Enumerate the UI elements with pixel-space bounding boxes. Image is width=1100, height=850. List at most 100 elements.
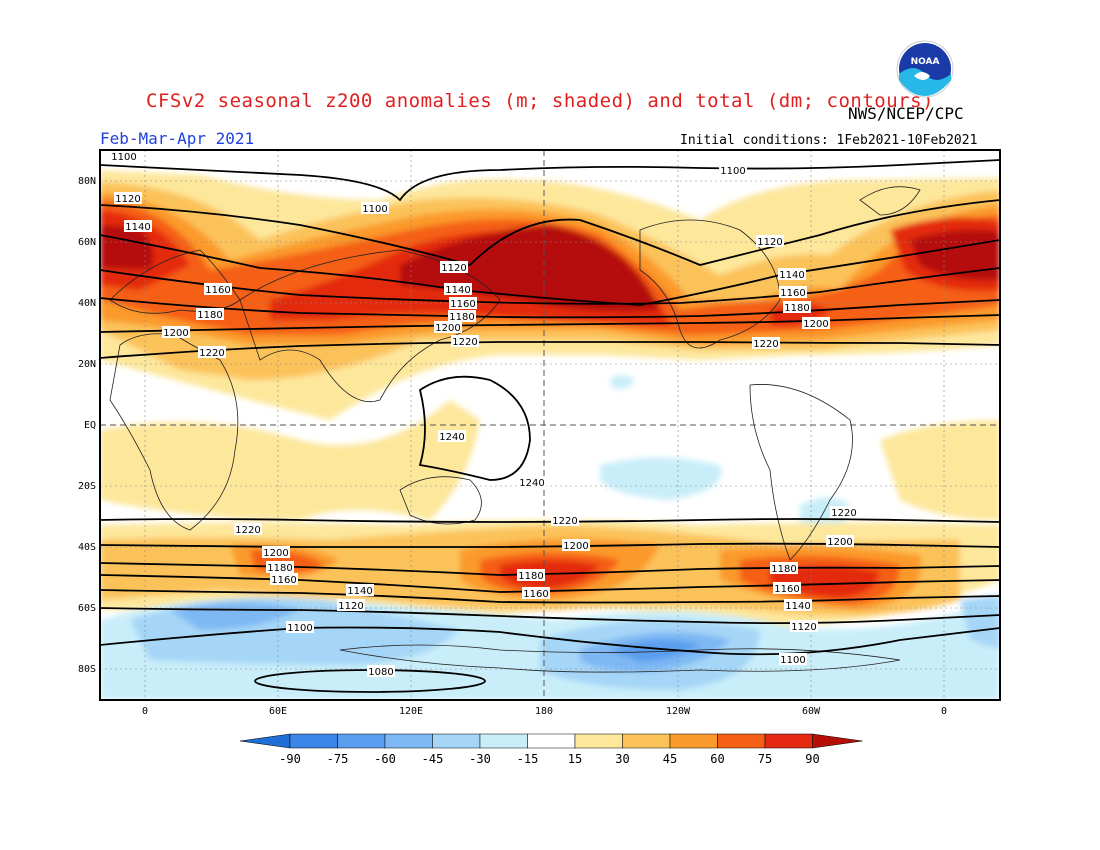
contour-label: 1220: [234, 523, 262, 536]
svg-text:1120: 1120: [441, 263, 466, 274]
colorbar: [239, 733, 863, 749]
colorbar-tick-label: -30: [469, 752, 491, 766]
colorbar-swatch: [337, 733, 386, 749]
colorbar-swatch: [622, 733, 671, 749]
season-label: Feb-Mar-Apr 2021: [100, 129, 255, 148]
svg-text:1100: 1100: [780, 655, 805, 666]
chart-title: CFSv2 seasonal z200 anomalies (m; shaded…: [146, 90, 934, 112]
contour-label: 1180: [196, 308, 224, 321]
contour-label: 1120: [790, 620, 818, 633]
contour-1200-north: [100, 314, 1000, 333]
svg-text:NOAA: NOAA: [911, 57, 940, 67]
contour-1160-north: [100, 267, 1000, 305]
contour-label: 1120: [114, 192, 142, 205]
svg-text:1140: 1140: [779, 270, 804, 281]
initial-conditions-label: Initial conditions: 1Feb2021-10Feb2021: [680, 133, 978, 148]
colorbar-tick-label: 60: [710, 752, 725, 766]
svg-text:1240: 1240: [519, 478, 544, 489]
svg-text:1180: 1180: [771, 564, 796, 575]
contour-label: 1120: [756, 235, 784, 248]
lon-label: 0: [940, 706, 948, 717]
lat-label: 20N: [77, 359, 96, 370]
map-frame: [99, 149, 1001, 701]
colorbar-swatch: [574, 733, 623, 749]
svg-text:1140: 1140: [445, 285, 470, 296]
colorbar-swatch: [289, 733, 338, 749]
contour-label: 1180: [517, 569, 545, 582]
contour-label: 1160: [522, 587, 550, 600]
contour-1120-north: [100, 199, 1000, 267]
contour-label: 1240: [518, 476, 546, 489]
contour-label: 1220: [830, 506, 858, 519]
contour-label: 1120: [337, 599, 365, 612]
svg-text:1200: 1200: [827, 537, 852, 548]
contour-label: 1240: [438, 430, 466, 443]
svg-text:1160: 1160: [774, 584, 799, 595]
colorbar-swatch: [432, 733, 481, 749]
contour-label: 1140: [784, 599, 812, 612]
contour-label: 1160: [449, 297, 477, 310]
svg-text:1220: 1220: [552, 516, 577, 527]
svg-text:1160: 1160: [523, 589, 548, 600]
contour-label: 1140: [124, 220, 152, 233]
colorbar-swatch: [717, 733, 766, 749]
svg-text:1200: 1200: [435, 323, 460, 334]
svg-text:1120: 1120: [338, 601, 363, 612]
contour-label-layer: 1100110011001120114011601180120012201120…: [110, 150, 858, 678]
contour-label: 1100: [286, 621, 314, 634]
contour-label: 1200: [162, 326, 190, 339]
colorbar-tick-label: 75: [757, 752, 773, 766]
contour-1220-south: [100, 518, 1000, 523]
svg-text:1200: 1200: [803, 319, 828, 330]
lat-label: EQ: [83, 420, 96, 431]
svg-text:1240: 1240: [439, 432, 464, 443]
contour-label: 1180: [448, 310, 476, 323]
contour-label: 1200: [434, 321, 462, 334]
contour-label: 1220: [551, 514, 579, 527]
svg-text:1200: 1200: [163, 328, 188, 339]
svg-text:1160: 1160: [205, 285, 230, 296]
contour-label: 1140: [778, 268, 806, 281]
svg-text:1220: 1220: [199, 348, 224, 359]
svg-text:1220: 1220: [753, 339, 778, 350]
contour-label: 1100: [110, 150, 138, 163]
svg-text:1160: 1160: [780, 288, 805, 299]
contour-label: 1200: [562, 539, 590, 552]
svg-text:1200: 1200: [263, 548, 288, 559]
svg-text:1180: 1180: [449, 312, 474, 323]
lat-label: 40N: [77, 298, 96, 309]
colorbar-swatch: [669, 733, 718, 749]
lon-label: 180: [534, 706, 554, 717]
noaa-logo-icon: NOAA: [896, 40, 954, 98]
colorbar-tick-label: -90: [279, 752, 301, 766]
lat-label: 40S: [77, 542, 96, 553]
lat-label: 60N: [77, 237, 96, 248]
contour-label: 1100: [361, 202, 389, 215]
colorbar-tick-label: 30: [615, 752, 630, 766]
colorbar-swatch: [479, 733, 528, 749]
colorbar-tick-label: -75: [326, 752, 349, 766]
contour-label: 1100: [779, 653, 807, 666]
contour-1120-south: [100, 607, 1000, 625]
colorbar-tick-label: -15: [516, 752, 539, 766]
svg-text:1180: 1180: [784, 303, 809, 314]
contour-label: 1180: [266, 561, 294, 574]
colorbar-tick-label: -45: [421, 752, 444, 766]
lat-label: 80N: [77, 176, 96, 187]
colorbar-tick-label: -60: [374, 752, 396, 766]
svg-text:1180: 1180: [197, 310, 222, 321]
contour-1200-south: [100, 542, 1000, 548]
svg-text:1140: 1140: [347, 586, 372, 597]
lon-label: 120E: [398, 706, 424, 717]
svg-text:1160: 1160: [271, 575, 296, 586]
svg-text:1200: 1200: [563, 541, 588, 552]
contour-label: 1100: [719, 164, 747, 177]
svg-text:1120: 1120: [791, 622, 816, 633]
lat-label: 20S: [77, 481, 96, 492]
contour-label: 1200: [262, 546, 290, 559]
svg-text:1140: 1140: [785, 601, 810, 612]
contour-1100-south: [100, 626, 1000, 656]
contour-label: 1160: [204, 283, 232, 296]
contour-label: 1200: [826, 535, 854, 548]
